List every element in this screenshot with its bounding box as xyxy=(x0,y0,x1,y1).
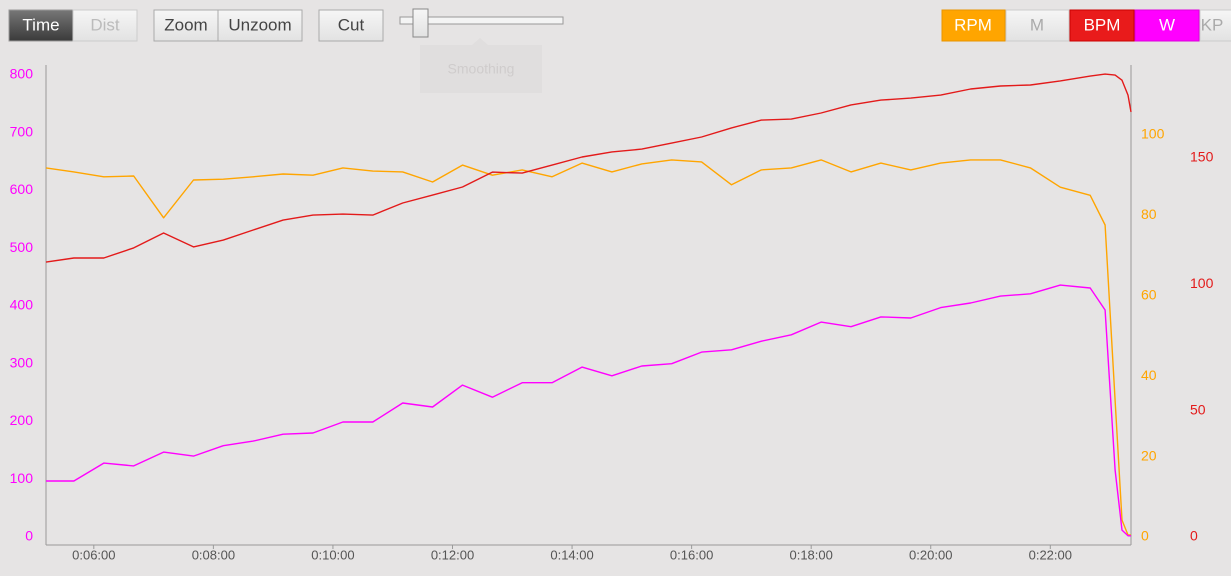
dist-label: Dist xyxy=(90,15,120,34)
x-tick-label: 0:16:00 xyxy=(670,547,713,562)
y3-tick-label: 50 xyxy=(1190,401,1206,417)
y-tick-label: 400 xyxy=(10,297,34,313)
series-line xyxy=(45,159,1131,536)
y-tick-label: 700 xyxy=(10,123,34,139)
y3-tick-label: 100 xyxy=(1190,275,1214,291)
y-tick-label: 0 xyxy=(25,528,33,544)
time-button[interactable]: Time xyxy=(8,9,74,42)
y2-tick-label: 100 xyxy=(1141,126,1165,142)
zoom-button[interactable]: Zoom xyxy=(153,9,219,42)
rpm-toggle[interactable]: RPM xyxy=(941,9,1006,42)
dist-button[interactable]: Dist xyxy=(72,9,138,42)
x-tick-label: 0:08:00 xyxy=(192,547,235,562)
x-tick-label: 0:12:00 xyxy=(431,547,474,562)
bpm-toggle[interactable]: BPM xyxy=(1069,9,1135,42)
x-tick-label: 0:14:00 xyxy=(550,547,593,562)
w-label: W xyxy=(1159,15,1175,34)
kp-toggle[interactable]: KP xyxy=(1199,9,1231,42)
zoom-label: Zoom xyxy=(164,15,207,34)
time-label: Time xyxy=(22,15,59,34)
bpm-label: BPM xyxy=(1084,15,1121,34)
y-tick-label: 100 xyxy=(10,470,34,486)
y2-tick-label: 0 xyxy=(1141,528,1149,544)
m-toggle[interactable]: M xyxy=(1005,9,1070,42)
x-tick-label: 0:06:00 xyxy=(72,547,115,562)
slider-track[interactable] xyxy=(399,16,564,25)
series-line xyxy=(46,284,1131,537)
y-tick-label: 200 xyxy=(10,412,34,428)
y3-tick-label: 0 xyxy=(1190,528,1198,544)
y-tick-label: 800 xyxy=(10,66,34,82)
x-tick-label: 0:10:00 xyxy=(311,547,354,562)
kp-label: KP xyxy=(1201,15,1224,34)
x-tick-label: 0:18:00 xyxy=(789,547,832,562)
y2-tick-label: 80 xyxy=(1141,206,1157,222)
y-tick-label: 300 xyxy=(10,354,34,370)
y2-tick-label: 60 xyxy=(1141,286,1157,302)
y2-tick-label: 20 xyxy=(1141,447,1157,463)
tooltip-text: Smoothing xyxy=(448,61,515,77)
x-tick-label: 0:22:00 xyxy=(1029,547,1072,562)
y2-tick-label: 40 xyxy=(1141,367,1157,383)
y3-tick-label: 150 xyxy=(1190,149,1214,165)
cut-label: Cut xyxy=(338,15,365,34)
cut-button[interactable]: Cut xyxy=(318,9,384,42)
x-tick-label: 0:20:00 xyxy=(909,547,952,562)
m-label: M xyxy=(1030,15,1044,34)
w-toggle[interactable]: W xyxy=(1134,9,1200,42)
smoothing-tooltip: Smoothing xyxy=(420,38,542,93)
y-tick-label: 500 xyxy=(10,239,34,255)
series-line xyxy=(45,73,1132,263)
unzoom-label: Unzoom xyxy=(228,15,291,34)
unzoom-button[interactable]: Unzoom xyxy=(217,9,303,42)
rpm-label: RPM xyxy=(954,15,992,34)
y-tick-label: 600 xyxy=(10,181,34,197)
slider-thumb[interactable] xyxy=(412,8,429,38)
